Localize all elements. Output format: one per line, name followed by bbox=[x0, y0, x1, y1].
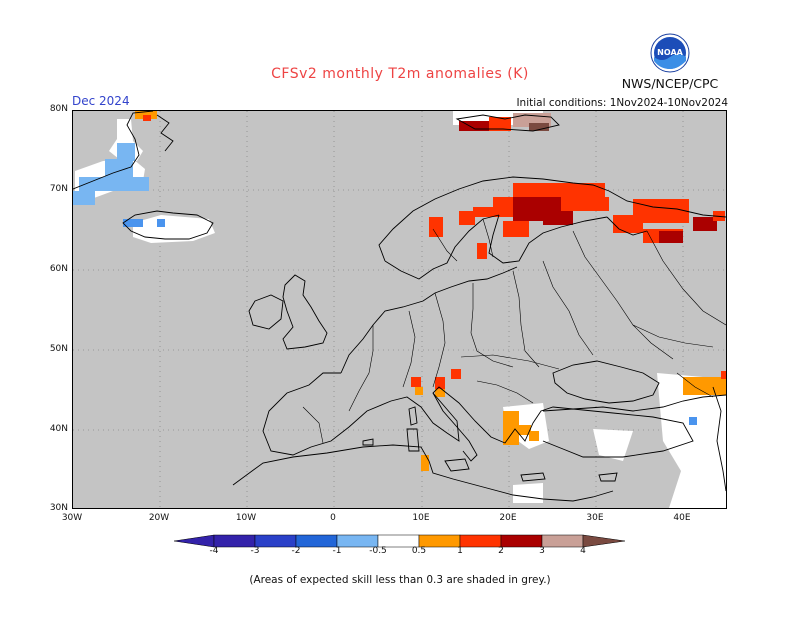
anomaly-cell bbox=[435, 389, 445, 397]
noaa-logo: NOAA bbox=[650, 33, 690, 73]
anomaly-cell bbox=[529, 123, 549, 131]
anomaly-cell bbox=[683, 377, 726, 395]
anomaly-cell bbox=[721, 371, 726, 379]
anomaly-cell bbox=[689, 417, 697, 425]
colorbar-label: -3 bbox=[250, 546, 260, 556]
colorbar-label: 4 bbox=[580, 546, 586, 556]
anomaly-cell bbox=[503, 221, 529, 237]
anomaly-cell bbox=[517, 425, 531, 435]
lon-label-20w: 20W bbox=[148, 513, 170, 523]
colorbar-label: -0.5 bbox=[369, 546, 387, 556]
anomaly-cell bbox=[613, 215, 643, 233]
lon-label-10w: 10W bbox=[235, 513, 257, 523]
anomaly-cell bbox=[143, 115, 151, 121]
agency-label: NWS/NCEP/CPC bbox=[621, 76, 719, 91]
anomaly-cell bbox=[529, 431, 539, 441]
anomaly-cell bbox=[659, 231, 683, 243]
forecast-month: Dec 2024 bbox=[72, 94, 130, 108]
lon-label-30w: 30W bbox=[61, 513, 83, 523]
anomaly-cell bbox=[473, 207, 513, 217]
lon-label-0: 0 bbox=[330, 513, 336, 523]
neutral-anomaly-areas bbox=[75, 111, 726, 508]
anomaly-cell bbox=[105, 159, 133, 177]
lon-label-30e: 30E bbox=[586, 513, 604, 523]
anomaly-cell bbox=[73, 191, 95, 205]
lon-label-40e: 40E bbox=[673, 513, 691, 523]
anomaly-cell bbox=[117, 143, 135, 161]
chart-title: CFSv2 monthly T2m anomalies (K) bbox=[271, 66, 529, 82]
colorbar-segment bbox=[582, 534, 626, 548]
lat-label-80n: 80N bbox=[49, 104, 68, 114]
anomaly-cell bbox=[459, 121, 489, 131]
anomaly-cell bbox=[411, 377, 421, 387]
anomaly-cell bbox=[503, 411, 519, 445]
anomaly-cell bbox=[123, 219, 143, 227]
anomaly-cell bbox=[513, 183, 605, 197]
coastlines bbox=[72, 110, 727, 502]
anomaly-cell bbox=[459, 211, 475, 225]
anomaly-cell bbox=[435, 377, 445, 391]
positive-anomaly-areas bbox=[135, 111, 726, 471]
skill-note: (Areas of expected skill less than 0.3 a… bbox=[249, 574, 551, 586]
colorbar-label: -4 bbox=[209, 546, 219, 556]
lon-label-20e: 20E bbox=[499, 513, 517, 523]
anomaly-cell bbox=[543, 211, 573, 225]
country-borders bbox=[302, 218, 727, 444]
lon-label-10e: 10E bbox=[412, 513, 430, 523]
noaa-logo-text: NOAA bbox=[657, 48, 683, 57]
anomaly-cell bbox=[421, 455, 429, 471]
map-panel bbox=[72, 110, 727, 509]
lat-label-30n: 30N bbox=[49, 503, 68, 513]
anomaly-cell bbox=[489, 117, 511, 131]
anomaly-cell bbox=[415, 387, 423, 395]
anomaly-cell bbox=[451, 369, 461, 379]
colorbar-label: 3 bbox=[539, 546, 545, 556]
negative-anomaly-areas bbox=[73, 143, 697, 425]
initial-conditions: Initial conditions: 1Nov2024-10Nov2024 bbox=[516, 97, 728, 109]
lat-label-60n: 60N bbox=[49, 264, 68, 274]
colorbar-label: 1 bbox=[457, 546, 463, 556]
lat-label-50n: 50N bbox=[49, 344, 68, 354]
map-canvas bbox=[72, 110, 727, 508]
anomaly-cell bbox=[477, 243, 487, 259]
colorbar-label: 2 bbox=[498, 546, 504, 556]
lat-label-70n: 70N bbox=[49, 184, 68, 194]
lat-label-40n: 40N bbox=[49, 424, 68, 434]
colorbar bbox=[173, 534, 626, 548]
colorbar-label: 0.5 bbox=[411, 546, 427, 556]
anomaly-cell bbox=[693, 217, 717, 231]
anomaly-cell bbox=[429, 217, 443, 237]
colorbar-label: -1 bbox=[332, 546, 342, 556]
map-gridlines bbox=[73, 111, 726, 508]
anomaly-cell bbox=[157, 219, 165, 227]
anomaly-cell bbox=[79, 177, 149, 191]
colorbar-label: -2 bbox=[291, 546, 301, 556]
